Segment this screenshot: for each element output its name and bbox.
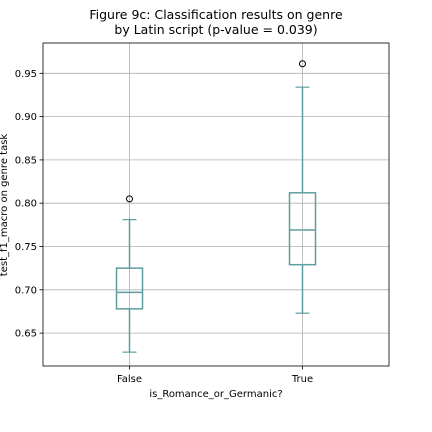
chart-title-line-2: by Latin script (p-value = 0.039)	[114, 22, 317, 37]
x-axis-label: is_Romance_or_Germanic?	[149, 389, 282, 400]
outlier-point	[126, 195, 133, 203]
y-axis-label: test_f1_macro on genre task	[0, 134, 10, 277]
y-tick-label: 0.75	[15, 242, 37, 253]
y-tick-label: 0.70	[15, 285, 37, 296]
y-tick-label: 0.95	[15, 69, 37, 80]
plot-frame	[42, 42, 390, 367]
box-false	[115, 195, 144, 353]
chart-title-line-1: Figure 9c: Classification results on gen…	[89, 7, 343, 22]
ticks: 0.65 0.70 0.75 0.80 0.85 0.90 0.95 False True	[15, 69, 313, 385]
y-tick-label: 0.80	[15, 199, 37, 210]
outlier-point	[299, 60, 306, 68]
y-tick-label: 0.90	[15, 112, 37, 123]
box-iqr	[115, 267, 144, 310]
box-iqr	[288, 192, 317, 266]
box-true	[288, 60, 317, 314]
x-tick-label: True	[291, 374, 313, 385]
y-tick-label: 0.85	[15, 155, 37, 166]
x-tick-label: False	[117, 374, 142, 385]
boxes	[115, 60, 317, 353]
y-tick-label: 0.65	[15, 329, 37, 340]
grid	[43, 43, 389, 366]
